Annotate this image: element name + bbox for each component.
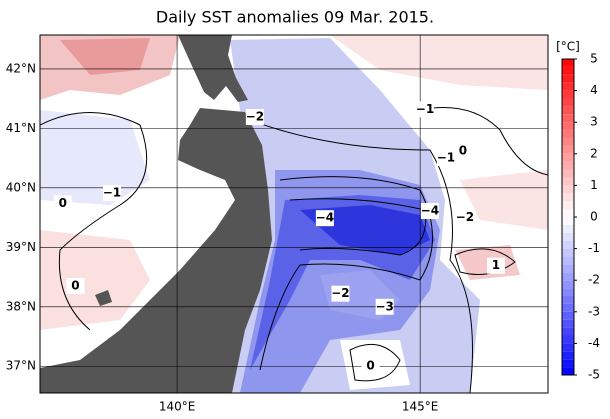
land xyxy=(178,35,248,102)
colorbar-swatch xyxy=(562,288,574,296)
colorbar-swatch xyxy=(562,224,574,233)
contour-label-box xyxy=(102,185,121,202)
contours xyxy=(40,107,548,393)
contour-label-box xyxy=(436,150,455,167)
contour-label-box xyxy=(455,209,474,226)
y-tick-label: 39°N xyxy=(6,240,36,254)
colorbar-swatch xyxy=(562,280,574,289)
title: Daily SST anomalies 09 Mar. 2015. xyxy=(156,8,434,27)
colorbar-swatch xyxy=(562,161,574,170)
contour-label: −1 xyxy=(416,102,434,116)
map-frame xyxy=(39,34,549,394)
colorbar-swatch xyxy=(562,335,574,344)
colorbar-swatch xyxy=(562,248,574,257)
colorbar-swatch xyxy=(562,122,574,131)
contour-label: −2 xyxy=(331,286,349,300)
contour-label-box xyxy=(53,195,72,212)
colorbar-swatch xyxy=(562,359,574,368)
colorbar-swatch xyxy=(562,264,574,273)
contour-label-box xyxy=(315,210,334,227)
colorbar-swatch xyxy=(562,351,574,360)
contour-label: −4 xyxy=(316,211,334,225)
colorbar-swatch xyxy=(562,193,574,202)
contour-label: −1 xyxy=(437,151,455,165)
contour-label: 0 xyxy=(366,359,374,373)
colorbar-swatch xyxy=(562,66,574,75)
contour-label-box xyxy=(486,257,505,274)
colorbar-tick-label: 1 xyxy=(590,178,598,192)
colorbar-swatch xyxy=(562,59,574,67)
contour-label: −4 xyxy=(421,204,439,218)
contour-label: 0 xyxy=(59,196,67,210)
colorbar-tick-label: 0 xyxy=(590,210,598,224)
colorbar-tick-label: -3 xyxy=(588,304,600,318)
colorbar-swatch xyxy=(562,311,574,320)
colorbar-tick-label: 5 xyxy=(590,52,598,66)
colorbar-unit: [°C] xyxy=(556,40,580,54)
colorbar-tick-label: -5 xyxy=(588,368,600,382)
colorbar-tick-label: -4 xyxy=(588,336,600,350)
x-tick-label: 140°E xyxy=(159,400,196,414)
colorbar-swatch xyxy=(562,145,574,154)
colorbar-swatch xyxy=(562,343,574,352)
colorbar-frame xyxy=(561,58,575,376)
colorbar-swatch xyxy=(562,82,574,91)
colorbar-swatch xyxy=(562,319,574,328)
contour-label: −3 xyxy=(375,299,393,313)
contour-label-box xyxy=(66,277,85,294)
contour-label-box xyxy=(361,358,380,375)
contour-label-box xyxy=(416,101,435,118)
contour-label: 1 xyxy=(492,258,500,272)
contour-label: −2 xyxy=(246,110,264,124)
colorbar-swatch xyxy=(562,74,574,83)
colorbar-swatch xyxy=(562,106,574,115)
colorbar-swatch xyxy=(562,138,574,146)
colorbar-swatch xyxy=(562,185,574,194)
y-tick-label: 40°N xyxy=(6,180,36,194)
land xyxy=(40,108,272,393)
x-tick-label: 145°E xyxy=(402,400,439,414)
colorbar-swatch xyxy=(562,98,574,107)
colorbar-swatch xyxy=(562,367,574,375)
y-tick-label: 41°N xyxy=(6,121,36,135)
colorbar-swatch xyxy=(562,153,574,162)
y-tick-label: 37°N xyxy=(6,359,36,373)
colorbar-swatch xyxy=(562,90,574,99)
colorbar-swatch xyxy=(562,209,574,217)
colorbar-tick-label: 4 xyxy=(590,83,598,97)
contour-label-box xyxy=(375,298,394,315)
contour-label-box xyxy=(420,203,439,220)
contour-label: 0 xyxy=(71,278,79,292)
contour-label: −1 xyxy=(103,186,121,200)
colorbar-tick-label: 2 xyxy=(590,146,598,160)
colorbar-tick-label: 3 xyxy=(590,115,598,129)
colorbar-swatch xyxy=(562,272,574,281)
colorbar-swatch xyxy=(562,303,574,312)
contour-label-box xyxy=(245,109,264,126)
colorbar-swatch xyxy=(562,296,574,304)
colorbar-swatch xyxy=(562,169,574,178)
colorbar-swatch xyxy=(562,177,574,186)
colorbar-swatch xyxy=(562,256,574,265)
colorbar-swatch xyxy=(562,130,574,138)
contour-label-box xyxy=(331,285,350,302)
colorbar-swatch xyxy=(562,201,574,210)
colorbar-swatch xyxy=(562,232,574,241)
colorbar-swatch xyxy=(562,327,574,336)
contour-label: 0 xyxy=(459,143,467,157)
colorbar-tick-label: -2 xyxy=(588,273,600,287)
colorbar-swatch xyxy=(562,240,574,249)
colorbar-swatch xyxy=(562,217,574,225)
y-tick-label: 38°N xyxy=(6,299,36,313)
contour-label-box xyxy=(453,142,472,159)
y-tick-label: 42°N xyxy=(6,61,36,75)
colorbar-swatch xyxy=(562,114,574,123)
colorbar-tick-label: -1 xyxy=(588,241,600,255)
contour-label: −2 xyxy=(456,210,474,224)
land xyxy=(95,290,112,306)
